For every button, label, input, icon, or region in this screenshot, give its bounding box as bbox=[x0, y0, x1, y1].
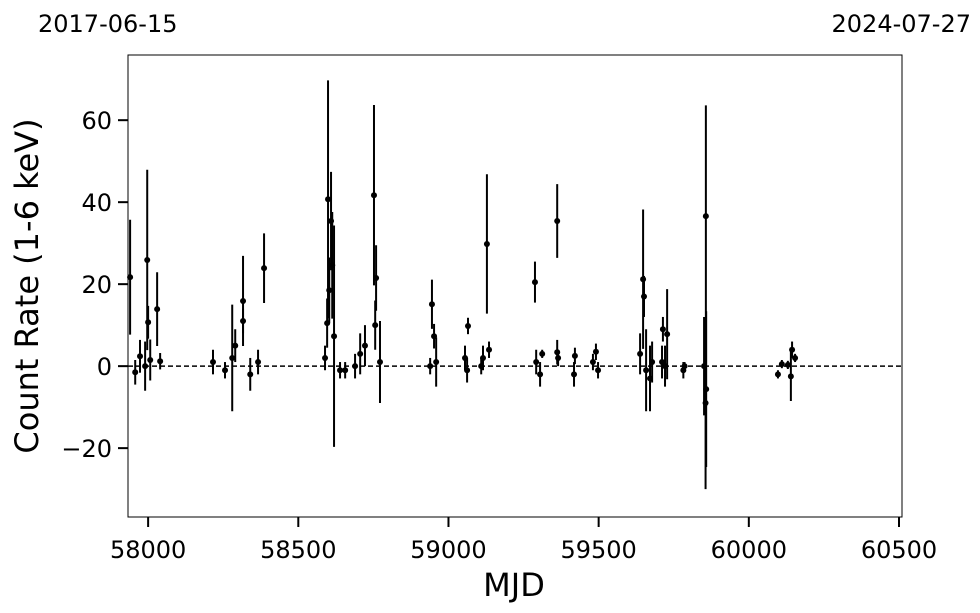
data-point bbox=[662, 363, 669, 370]
y-tick-label: −20 bbox=[61, 435, 112, 463]
data-point bbox=[431, 333, 438, 340]
data-point bbox=[533, 359, 540, 366]
data-point bbox=[640, 276, 647, 283]
data-point bbox=[643, 367, 650, 374]
data-point bbox=[352, 363, 359, 370]
data-point bbox=[328, 218, 335, 225]
data-point bbox=[376, 359, 383, 366]
data-point bbox=[787, 373, 794, 380]
data-point bbox=[592, 348, 599, 355]
x-axis-label: MJD bbox=[483, 566, 545, 604]
data-point bbox=[480, 354, 487, 361]
data-point bbox=[537, 371, 544, 378]
data-point bbox=[144, 256, 151, 263]
data-point bbox=[478, 363, 485, 370]
x-tick-label: 59000 bbox=[410, 536, 486, 564]
data-point bbox=[701, 363, 708, 370]
data-point bbox=[554, 349, 561, 356]
plot-frame bbox=[127, 54, 903, 518]
data-point bbox=[702, 213, 709, 220]
data-point bbox=[589, 359, 596, 366]
data-point bbox=[222, 367, 229, 374]
data-point bbox=[571, 352, 578, 359]
x-tick-label: 59500 bbox=[560, 536, 636, 564]
data-point bbox=[792, 354, 799, 361]
y-tick-label: 20 bbox=[81, 271, 112, 299]
data-point bbox=[372, 322, 379, 329]
y-tick-label: 60 bbox=[81, 107, 112, 135]
data-point bbox=[331, 333, 338, 340]
data-point bbox=[142, 363, 149, 370]
data-point bbox=[247, 371, 254, 378]
data-point bbox=[240, 318, 247, 325]
data-point bbox=[659, 359, 666, 366]
data-point bbox=[483, 240, 490, 247]
data-point bbox=[157, 358, 164, 365]
data-point bbox=[337, 367, 344, 374]
data-point bbox=[486, 346, 493, 353]
data-point bbox=[539, 350, 546, 357]
data-point bbox=[647, 375, 654, 382]
data-point bbox=[637, 350, 644, 357]
data-point bbox=[571, 371, 578, 378]
data-point bbox=[325, 196, 332, 203]
top-right-date: 2024-07-27 bbox=[832, 10, 971, 38]
x-tick-label: 60000 bbox=[711, 536, 787, 564]
data-point bbox=[554, 218, 561, 225]
data-point bbox=[209, 359, 216, 366]
data-point bbox=[342, 367, 349, 374]
x-tick-label: 58500 bbox=[260, 536, 336, 564]
data-point bbox=[329, 262, 336, 269]
data-point bbox=[461, 354, 468, 361]
data-point bbox=[531, 279, 538, 286]
data-point bbox=[357, 350, 364, 357]
data-point bbox=[464, 322, 471, 329]
data-point bbox=[145, 319, 152, 326]
data-point bbox=[154, 306, 161, 313]
data-point bbox=[132, 369, 139, 376]
data-point bbox=[240, 297, 247, 304]
data-point bbox=[774, 371, 781, 378]
data-point bbox=[641, 293, 647, 300]
data-point bbox=[229, 354, 236, 361]
data-point bbox=[373, 275, 380, 282]
y-axis-label: Count Rate (1-6 keV) bbox=[8, 118, 46, 453]
y-tick-label: 40 bbox=[81, 189, 112, 217]
data-point bbox=[127, 274, 134, 281]
y-tick-label: 0 bbox=[97, 353, 112, 381]
data-point bbox=[361, 342, 368, 349]
data-point bbox=[664, 331, 671, 338]
data-point bbox=[464, 367, 471, 374]
data-point bbox=[427, 363, 434, 370]
data-point bbox=[649, 359, 656, 366]
data-point bbox=[370, 192, 377, 199]
data-point bbox=[702, 400, 709, 407]
data-point bbox=[232, 342, 239, 349]
data-point bbox=[778, 361, 785, 368]
data-point bbox=[789, 346, 796, 353]
data-point bbox=[255, 359, 262, 366]
data-point bbox=[681, 363, 688, 370]
data-point bbox=[326, 287, 333, 294]
data-point bbox=[322, 354, 329, 361]
data-point bbox=[659, 326, 666, 333]
top-left-date: 2017-06-15 bbox=[38, 10, 177, 38]
data-point bbox=[555, 354, 562, 361]
x-tick-label: 58000 bbox=[110, 536, 186, 564]
data-point bbox=[703, 386, 710, 393]
data-point bbox=[137, 353, 144, 360]
data-point bbox=[595, 367, 602, 374]
data-point bbox=[147, 356, 154, 363]
data-point bbox=[784, 361, 791, 368]
data-point bbox=[261, 265, 268, 272]
data-point bbox=[428, 301, 435, 308]
x-tick-label: 60500 bbox=[861, 536, 937, 564]
data-point bbox=[324, 320, 331, 327]
data-point bbox=[433, 359, 440, 366]
